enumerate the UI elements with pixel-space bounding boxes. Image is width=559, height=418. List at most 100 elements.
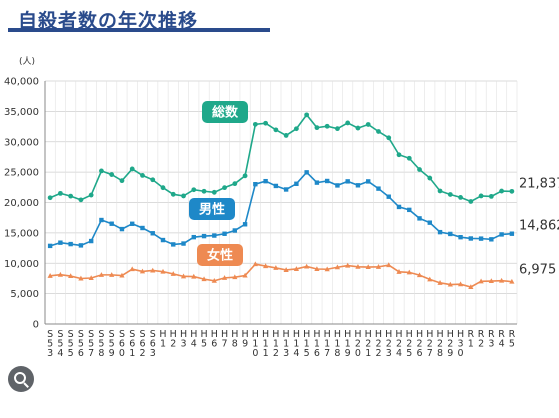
x-tick-char: H	[231, 329, 238, 340]
data-point	[160, 237, 166, 243]
chart-title: 自殺者数の年次推移	[18, 10, 199, 32]
x-tick-char: S	[119, 329, 125, 340]
data-point	[57, 190, 63, 196]
data-point	[78, 197, 84, 203]
x-tick-char: 7	[324, 348, 330, 359]
data-point	[365, 122, 371, 127]
data-point	[58, 240, 63, 245]
x-tick-char: 1	[468, 339, 474, 350]
x-tick-char: S	[109, 329, 115, 340]
x-tick-char: S	[47, 329, 53, 340]
series-lines	[47, 112, 515, 289]
data-point	[160, 268, 166, 274]
x-tick-char: H	[272, 329, 279, 340]
data-point	[447, 281, 453, 287]
series-line	[50, 263, 512, 288]
x-tick-char: H	[170, 329, 177, 340]
data-point	[355, 183, 361, 188]
x-tick-char: 5	[88, 339, 94, 350]
x-tick-char: H	[354, 329, 361, 340]
x-tick-char: H	[447, 329, 454, 340]
x-tick-char: 0	[252, 348, 258, 359]
data-point	[478, 193, 484, 199]
data-point	[345, 120, 351, 126]
x-tick-char: S	[150, 329, 156, 340]
x-tick-char: 5	[509, 339, 515, 350]
search-icon[interactable]	[8, 366, 34, 392]
x-tick-char: 0	[458, 348, 464, 359]
x-tick-char: R	[468, 329, 475, 340]
data-point	[109, 172, 115, 177]
x-tick-char: H	[211, 329, 218, 340]
data-point	[221, 275, 228, 280]
x-tick-char: 4	[396, 348, 402, 359]
legend-badge: 女性	[197, 244, 243, 266]
data-point	[283, 133, 289, 138]
data-point	[376, 186, 381, 191]
x-tick-char: 5	[78, 339, 84, 350]
data-point	[406, 155, 412, 161]
x-tick-char: R	[498, 329, 505, 340]
x-tick-char: H	[395, 329, 402, 340]
data-point	[345, 179, 350, 184]
data-point	[468, 236, 474, 241]
data-point	[437, 188, 443, 194]
x-tick-char: 2	[427, 339, 433, 350]
data-point	[273, 265, 279, 270]
data-point	[119, 226, 125, 232]
data-point	[427, 220, 432, 225]
x-tick-char: S	[68, 329, 74, 340]
x-tick-char: S	[78, 329, 84, 340]
data-point	[376, 129, 381, 134]
x-tick-char: 2	[437, 339, 443, 350]
x-tick-char: H	[375, 329, 382, 340]
data-point	[109, 272, 115, 277]
data-point	[304, 170, 309, 175]
data-point	[509, 188, 515, 194]
data-point	[129, 166, 135, 172]
data-point	[242, 272, 248, 278]
data-point	[263, 178, 268, 184]
data-point	[386, 135, 392, 141]
data-point	[150, 231, 155, 236]
data-point	[375, 264, 382, 269]
data-point	[232, 181, 238, 187]
x-tick-char: 1	[314, 339, 320, 350]
x-tick-char: H	[303, 329, 310, 340]
x-tick-char: 2	[447, 339, 453, 350]
data-point	[335, 126, 340, 132]
y-tick-label: 5,000	[10, 289, 39, 300]
x-tick-char: 4	[293, 348, 299, 359]
x-tick-char: H	[365, 329, 372, 340]
x-tick-char: 3	[180, 339, 186, 350]
data-point	[437, 280, 443, 285]
series-line	[49, 171, 512, 247]
legend-badge-label: 総数	[212, 105, 239, 121]
x-tick-char: 4	[191, 339, 197, 350]
x-tick-char: 2	[273, 348, 279, 359]
x-tick-char: 5	[98, 339, 104, 350]
legend-badge: 総数	[202, 101, 248, 123]
data-point	[417, 167, 422, 172]
bottom-strip	[0, 362, 559, 418]
data-point	[263, 120, 269, 126]
x-tick-char: 2	[396, 339, 402, 350]
data-point	[366, 179, 371, 184]
x-tick-char: 3	[488, 339, 494, 350]
data-point	[396, 152, 402, 158]
data-point	[47, 243, 53, 249]
x-tick-char: 1	[334, 339, 340, 350]
data-point	[140, 173, 145, 178]
data-point	[509, 278, 515, 284]
y-tick-label: 15,000	[4, 228, 39, 239]
data-point	[499, 277, 505, 283]
x-tick-char: H	[324, 329, 331, 340]
data-point	[88, 192, 94, 198]
x-tick-char: 2	[375, 339, 381, 350]
data-point	[417, 216, 422, 221]
x-tick-char: H	[159, 329, 166, 340]
x-tick-char: 2	[406, 339, 412, 350]
x-tick-char: H	[242, 329, 249, 340]
series-end-label: 21,837	[519, 176, 559, 191]
